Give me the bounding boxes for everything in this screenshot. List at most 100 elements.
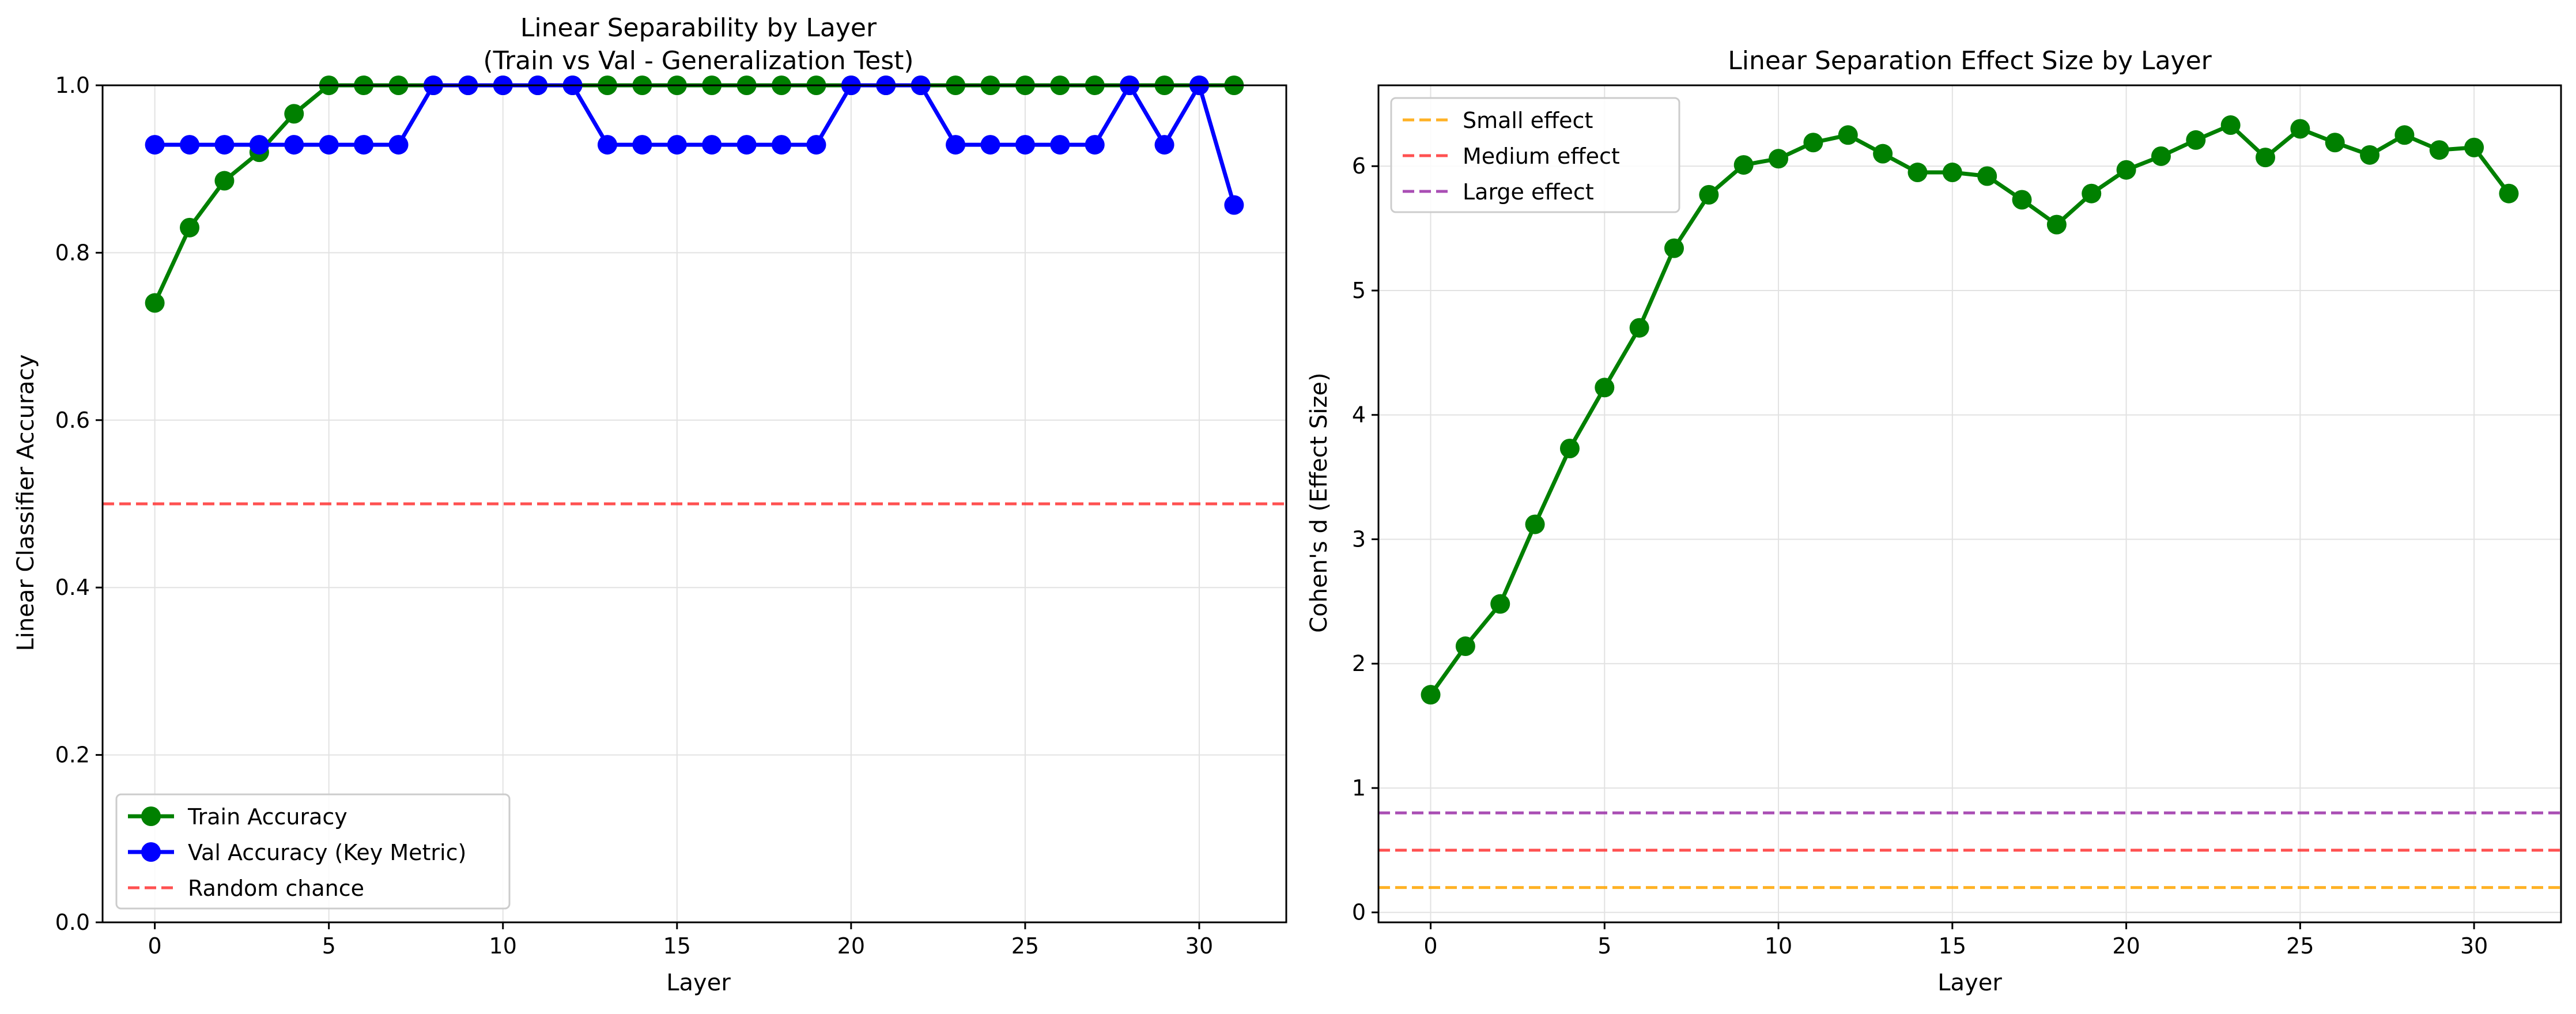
x-tick-label: 15 bbox=[1939, 933, 1966, 959]
data-point bbox=[180, 217, 200, 238]
data-point bbox=[2394, 125, 2415, 145]
effect-size-chart: Linear Separation Effect Size by Layer 0… bbox=[1306, 46, 2562, 996]
y-tick-label: 0.2 bbox=[55, 742, 90, 768]
y-tick-label: 1 bbox=[1352, 775, 1366, 801]
data-point bbox=[2046, 214, 2067, 235]
plot-frame bbox=[1377, 84, 2562, 923]
data-point bbox=[1490, 594, 1510, 614]
x-axis-label: Layer bbox=[1937, 970, 2002, 996]
x-tick-label: 15 bbox=[663, 933, 691, 959]
data-point bbox=[1908, 163, 1928, 183]
y-tick-label: 6 bbox=[1352, 153, 1366, 179]
y-tick-label: 5 bbox=[1352, 278, 1366, 303]
reference-lines bbox=[1378, 811, 2561, 889]
data-point bbox=[946, 135, 966, 155]
chart-title-line2: (Train vs Val - Generalization Test) bbox=[483, 46, 913, 76]
data-point bbox=[145, 293, 165, 313]
data-point bbox=[806, 135, 826, 155]
data-point bbox=[214, 135, 235, 155]
data-point bbox=[632, 135, 652, 155]
y-tick-label: 0 bbox=[1352, 900, 1366, 925]
data-point bbox=[214, 171, 235, 191]
legend-label: Train Accuracy bbox=[187, 804, 348, 830]
y-tick-label: 0.0 bbox=[55, 910, 90, 935]
y-axis-label: Cohen's d (Effect Size) bbox=[1306, 372, 1332, 633]
legend-swatch-marker bbox=[141, 842, 161, 862]
data-point bbox=[354, 135, 374, 155]
plot-frame bbox=[101, 84, 1287, 923]
legend-item-medium-effect: Medium effect bbox=[1403, 144, 1620, 169]
legend: Train Accuracy Val Accuracy (Key Metric) R… bbox=[115, 793, 511, 910]
x-tick-label: 0 bbox=[148, 933, 162, 959]
data-point bbox=[1629, 318, 1649, 338]
data-point bbox=[1224, 195, 1244, 215]
x-tick-label: 25 bbox=[2286, 933, 2314, 959]
data-point bbox=[1838, 125, 1858, 145]
data-point bbox=[1873, 144, 1893, 164]
data-point bbox=[1595, 378, 1615, 398]
series-layer bbox=[1421, 115, 2519, 705]
x-tick-label: 0 bbox=[1423, 933, 1437, 959]
legend-label: Medium effect bbox=[1463, 144, 1620, 169]
legend-item-large-effect: Large effect bbox=[1403, 179, 1594, 205]
data-point bbox=[2499, 183, 2519, 203]
legend-box bbox=[1390, 97, 1680, 213]
data-point bbox=[2012, 190, 2032, 210]
data-point bbox=[980, 135, 1000, 155]
data-point bbox=[2256, 148, 2275, 168]
data-point bbox=[1733, 155, 1754, 175]
y-tick-label: 2 bbox=[1352, 651, 1366, 676]
series-cohens-d bbox=[1421, 115, 2519, 705]
legend-label: Val Accuracy (Key Metric) bbox=[188, 840, 466, 865]
y-tick-label: 3 bbox=[1352, 526, 1366, 552]
data-point bbox=[1769, 149, 1789, 169]
data-point bbox=[1559, 438, 1580, 458]
x-tick-label: 20 bbox=[2112, 933, 2140, 959]
data-point bbox=[2151, 146, 2171, 166]
data-point bbox=[284, 135, 304, 155]
data-point bbox=[1085, 135, 1105, 155]
x-tick-label: 10 bbox=[489, 933, 517, 959]
x-axis-label: Layer bbox=[666, 970, 731, 996]
chart-title-line1: Linear Separability by Layer bbox=[520, 13, 877, 43]
data-point bbox=[1525, 514, 1545, 534]
legend-item-random-chance: Random chance bbox=[128, 876, 364, 901]
data-point bbox=[2464, 137, 2484, 157]
x-tick-label: 25 bbox=[1011, 933, 1039, 959]
grid-lines bbox=[1378, 85, 2561, 922]
legend: Small effect Medium effect Large effect bbox=[1390, 97, 1680, 213]
y-tick-label: 0.6 bbox=[55, 408, 90, 433]
legend-swatch-marker bbox=[141, 806, 161, 826]
data-point bbox=[1050, 135, 1070, 155]
data-point bbox=[1664, 238, 1684, 258]
x-tick-label: 5 bbox=[1597, 933, 1611, 959]
y-tick-label: 0.8 bbox=[55, 240, 90, 265]
data-point bbox=[2360, 145, 2380, 165]
data-point bbox=[249, 135, 269, 155]
data-point bbox=[1015, 135, 1035, 155]
data-point bbox=[145, 135, 165, 155]
y-tick-label: 0.4 bbox=[55, 575, 90, 600]
accuracy-chart: Linear Separability by Layer (Train vs V… bbox=[13, 13, 1287, 996]
data-point bbox=[702, 135, 722, 155]
data-point bbox=[1154, 135, 1174, 155]
data-point bbox=[597, 135, 617, 155]
data-point bbox=[2186, 130, 2206, 150]
y-tick-label: 4 bbox=[1352, 402, 1366, 428]
x-tick-label: 30 bbox=[2460, 933, 2488, 959]
data-point bbox=[2429, 140, 2449, 160]
data-point bbox=[1942, 163, 1962, 183]
data-point bbox=[180, 135, 200, 155]
data-point bbox=[284, 104, 304, 124]
legend-label: Small effect bbox=[1463, 108, 1593, 133]
data-point bbox=[667, 135, 687, 155]
data-point bbox=[1699, 184, 1719, 205]
data-point bbox=[2290, 119, 2310, 139]
x-tick-label: 5 bbox=[322, 933, 336, 959]
data-point bbox=[388, 135, 409, 155]
data-point bbox=[2082, 183, 2102, 203]
data-point bbox=[2116, 160, 2136, 180]
x-tick-label: 20 bbox=[837, 933, 865, 959]
data-point bbox=[2325, 133, 2345, 153]
data-point bbox=[772, 135, 792, 155]
